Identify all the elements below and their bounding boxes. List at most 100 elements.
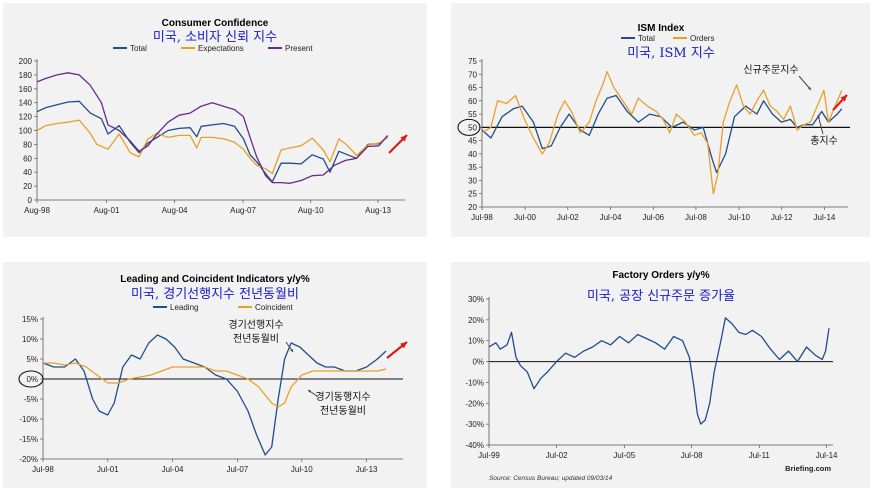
y-tick-label: 100 <box>19 127 33 136</box>
y-tick-label: 40 <box>468 150 477 159</box>
legend-label: Coincident <box>255 303 294 312</box>
x-tick-label: Jul-05 <box>613 451 635 460</box>
y-tick-label: -5% <box>24 395 38 404</box>
x-tick-label: Jul-08 <box>685 213 707 222</box>
x-tick-label: Jul-08 <box>681 451 703 460</box>
zero-circle <box>18 370 44 388</box>
arrow-head <box>400 135 407 142</box>
y-tick-label: 0% <box>26 375 38 384</box>
y-tick-label: 45 <box>468 137 477 146</box>
panel-factory-orders: Factory Orders y/y% 미국, 공장 신규주문 증가율 30% 2… <box>451 262 870 488</box>
arrow-head <box>400 342 407 349</box>
y-tick-label: 20 <box>468 203 477 212</box>
annotation-pointer-coincident <box>307 389 318 397</box>
y-tick-label: 60 <box>468 97 477 106</box>
x-tick-label: Jul-12 <box>771 213 793 222</box>
x-tick-label: Aug-01 <box>94 206 120 215</box>
annotation-leading-2: 전년동월비 <box>233 333 279 345</box>
x-tick-label: Jul-14 <box>816 451 838 460</box>
x-tick-label: Aug-04 <box>162 206 188 215</box>
x-tick-label: Jul-99 <box>478 451 500 460</box>
arrow-head <box>308 390 312 393</box>
consumer-confidence-chart: Consumer Confidence 미국, 소비자 신뢰 지수 200180… <box>19 18 408 215</box>
x-tick-label: Jul-10 <box>728 213 750 222</box>
x-tick-label: Jul-04 <box>600 213 622 222</box>
series-line-total <box>36 100 389 183</box>
brand-label: Briefing.com <box>785 464 831 473</box>
chart-subtitle: 미국, 경기선행지수 전년동월비 <box>131 286 299 302</box>
y-tick-label: 120 <box>19 113 33 122</box>
y-tick-label: 200 <box>19 57 33 66</box>
y-tick-label: 60 <box>23 154 32 163</box>
y-tick-label: 20 <box>23 182 32 191</box>
y-tick-label: -20% <box>19 455 38 464</box>
arrow-shaft <box>817 114 824 135</box>
legend-label: Present <box>285 44 313 53</box>
annotation-pointer-orders <box>798 75 812 91</box>
panel-ism-index: ISM Index 미국, ISM 지수 75 70 65 60 55 50 45 40 35 3… <box>451 3 870 237</box>
y-tick-label: 180 <box>19 71 33 80</box>
series-line-factory-orders <box>488 317 830 425</box>
legend-label: Total <box>130 44 147 53</box>
y-tick-label: 0 <box>28 196 33 205</box>
x-tick-label: Jul-11 <box>749 451 771 460</box>
x-tick-label: Aug-10 <box>298 206 324 215</box>
x-tick-label: Jul-13 <box>356 465 378 474</box>
x-tick-label: Jul-10 <box>291 465 313 474</box>
panel-leading-coincident: Leading and Coincident Indicators y/y% 미… <box>3 262 427 488</box>
y-tick-label: 30% <box>468 295 484 304</box>
trend-arrow <box>388 134 408 154</box>
y-tick-label: 80 <box>23 140 32 149</box>
x-tick-label: Jul-06 <box>642 213 664 222</box>
y-tick-label: 50 <box>468 123 477 132</box>
y-tick-label: -10% <box>19 415 38 424</box>
x-tick-label: Aug-98 <box>24 206 50 215</box>
x-tick-label: Jul-98 <box>32 465 54 474</box>
chart-subtitle: 미국, 공장 신규주문 증가율 <box>587 289 735 304</box>
series-line-orders <box>481 70 843 195</box>
x-tick-label: Aug-07 <box>230 206 256 215</box>
factory-orders-chart: Factory Orders y/y% 미국, 공장 신규주문 증가율 30% 2… <box>465 270 838 482</box>
x-tick-label: Jul-14 <box>814 213 836 222</box>
chart-subtitle: 미국, ISM 지수 <box>627 46 715 61</box>
y-tick-label: -40% <box>465 441 484 450</box>
legend-label: Leading <box>170 303 198 312</box>
annotation-coincident-1: 경기동행지수 <box>315 390 370 403</box>
y-tick-label: -15% <box>19 435 38 444</box>
x-tick-label: Jul-02 <box>557 213 579 222</box>
y-tick-label: -10% <box>465 378 484 387</box>
annotation-leading-1: 경기선행지수 <box>228 318 283 331</box>
annotation-total: 총지수 <box>810 135 838 147</box>
trend-arrow <box>386 341 408 359</box>
chart-title: Factory Orders y/y% <box>612 270 709 281</box>
chart-title: Leading and Coincident Indicators y/y% <box>120 274 310 285</box>
y-tick-label: 140 <box>19 99 33 108</box>
chart-title: ISM Index <box>638 23 685 34</box>
y-tick-label: -20% <box>465 399 484 408</box>
y-tick-label: 10% <box>468 337 484 346</box>
y-tick-label: 10% <box>22 335 38 344</box>
y-tick-label: 15% <box>22 315 38 324</box>
x-tick-label: Aug-13 <box>365 206 391 215</box>
y-tick-label: 55 <box>468 110 477 119</box>
panel-consumer-confidence: Consumer Confidence 미국, 소비자 신뢰 지수 200 180… <box>3 3 427 237</box>
annotation-pointer-leading <box>285 341 294 353</box>
x-tick-label: Jul-04 <box>162 465 184 474</box>
y-tick-label: 30 <box>468 176 477 185</box>
ism-index-chart: ISM Index 미국, ISM 지수 75 70 65 60 55 50 45 40 35 3… <box>457 23 850 222</box>
legend-label: Orders <box>690 34 714 43</box>
arrow-head <box>840 95 847 102</box>
arrow-shaft <box>798 75 812 91</box>
y-tick-label: 20% <box>468 316 484 325</box>
y-tick-label: 5% <box>26 355 38 364</box>
x-tick-label: Jul-01 <box>97 465 119 474</box>
series-line-total <box>481 94 843 174</box>
series-line-coincident <box>43 362 387 408</box>
y-tick-label: 25 <box>468 190 477 199</box>
x-tick-label: Jul-00 <box>514 213 536 222</box>
series-line-expectations <box>36 119 389 175</box>
legend-label: Total <box>638 34 655 43</box>
series-line-leading <box>42 334 387 456</box>
series-line-present <box>36 72 389 184</box>
annotation-pointer-total <box>817 114 824 135</box>
